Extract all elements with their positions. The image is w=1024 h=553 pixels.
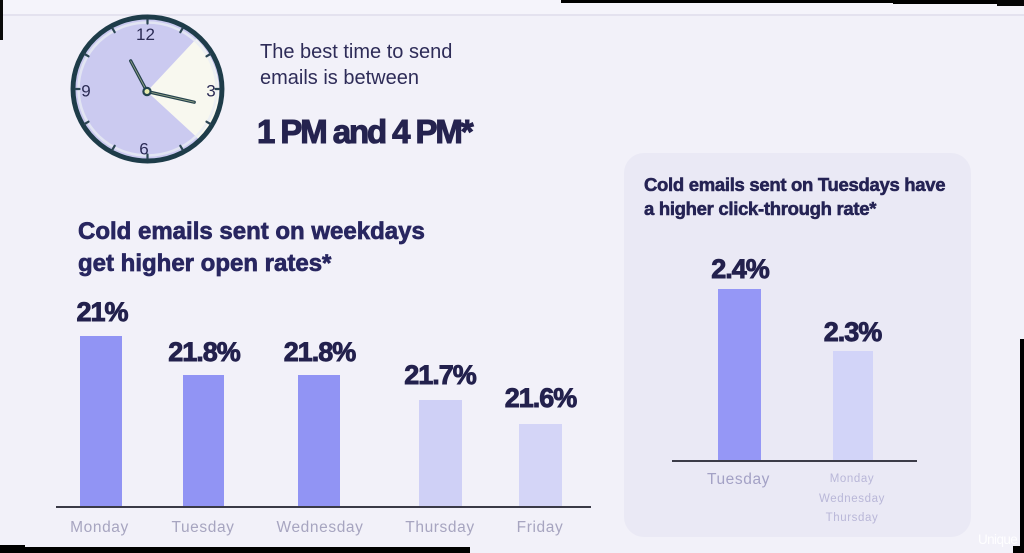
svg-text:9: 9 [81, 82, 90, 101]
svg-text:12: 12 [136, 25, 155, 44]
svg-text:6: 6 [139, 140, 148, 159]
svg-text:3: 3 [206, 82, 215, 101]
